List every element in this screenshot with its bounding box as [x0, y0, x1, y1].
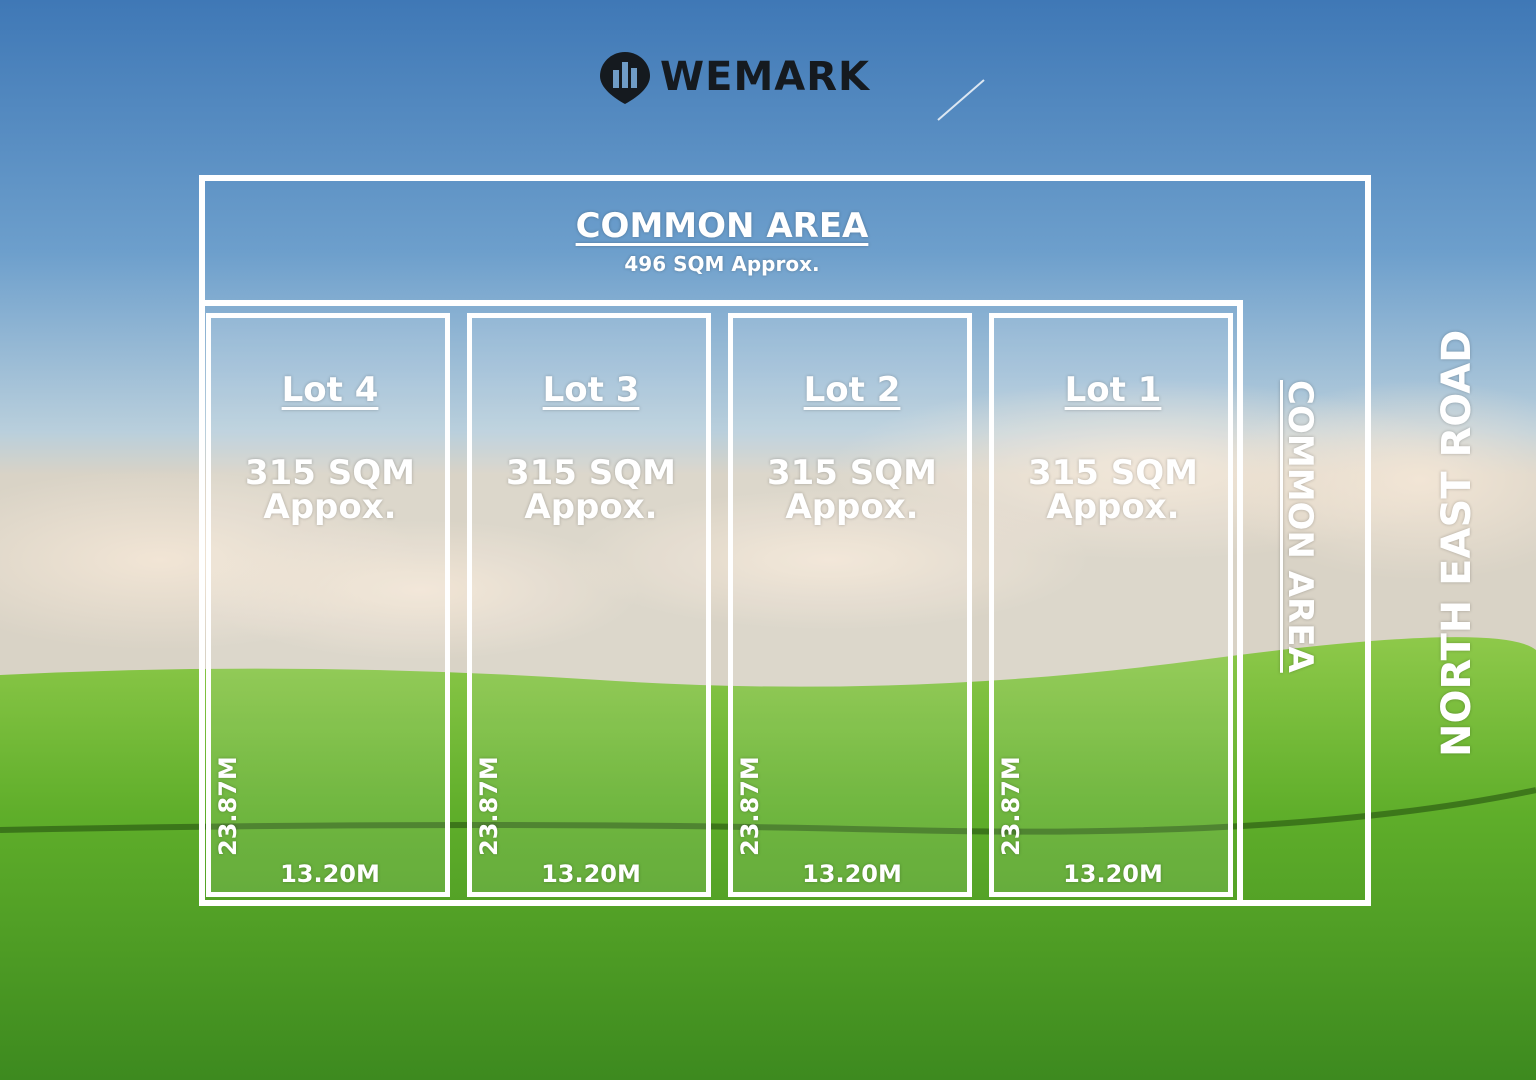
lot-2-depth: 23.87M [736, 756, 764, 856]
lot-3-plot [467, 313, 711, 897]
lots-boundary [199, 300, 1243, 906]
lot-1-depth: 23.87M [997, 756, 1025, 856]
lot-3-depth: 23.87M [475, 756, 503, 856]
lot-2-plot [728, 313, 972, 897]
brand-logo: WEMARK [596, 48, 870, 106]
lot-1-name: Lot 1 [1064, 370, 1162, 410]
lot-3-name: Lot 3 [542, 370, 640, 410]
lot-4-width: 13.20M [280, 860, 380, 888]
lot-2-width: 13.20M [802, 860, 902, 888]
lot-4-area: 315 SQM Appox. [244, 453, 416, 527]
lot-4-depth: 23.87M [214, 756, 242, 856]
lot-1-width: 13.20M [1063, 860, 1163, 888]
lot-1-plot [989, 313, 1233, 897]
side-common-area-title: COMMON AREA [1280, 380, 1320, 673]
map-pin-building-icon [600, 52, 650, 104]
lot-2-area: 315 SQM Appox. [766, 453, 938, 527]
lot-3-area: 315 SQM Appox. [505, 453, 677, 527]
lot-1-area: 315 SQM Appox. [1027, 453, 1199, 527]
lot-2-name: Lot 2 [803, 370, 901, 410]
lot-4-plot [206, 313, 450, 897]
lot-4-name: Lot 4 [281, 370, 379, 410]
common-area-title: COMMON AREA [575, 206, 869, 246]
brand-name: WEMARK [660, 54, 871, 100]
lot-3-width: 13.20M [541, 860, 641, 888]
common-area-size: 496 SQM Approx. [624, 252, 820, 276]
road-label: NORTH EAST ROAD [1434, 329, 1480, 757]
